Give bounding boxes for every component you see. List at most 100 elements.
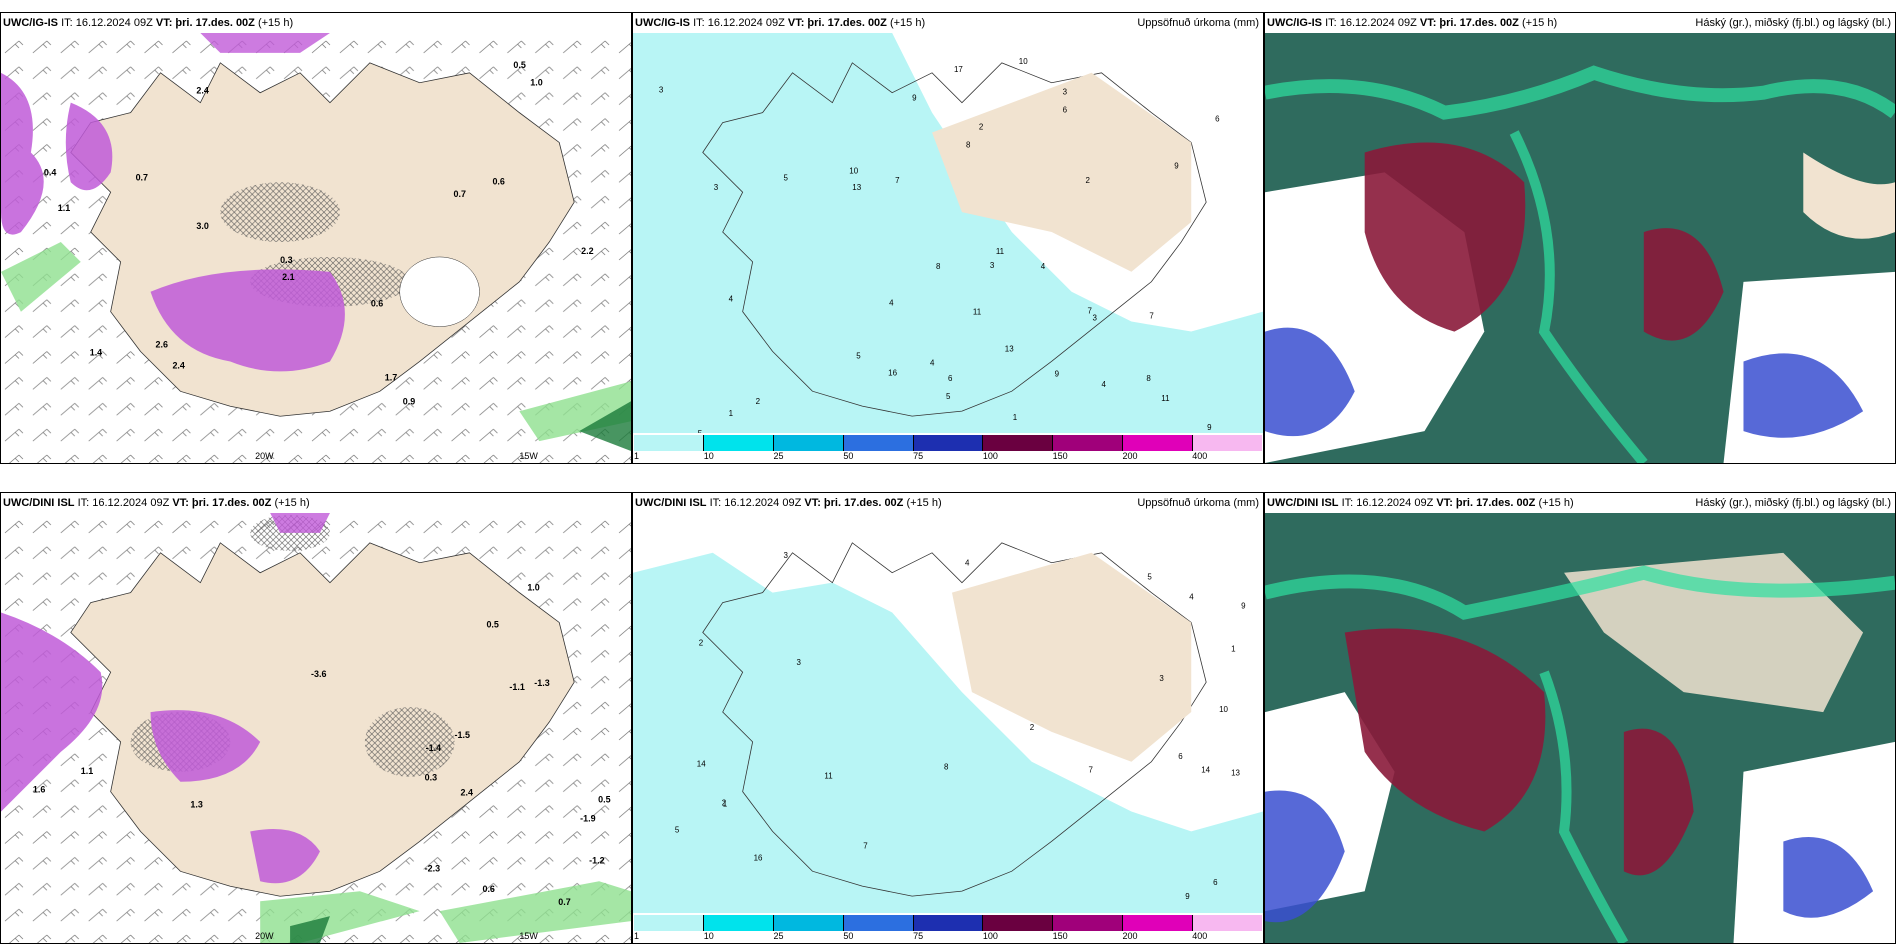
map-value-label: 4 [1189,593,1194,602]
wind-temp-panel-row1: UWC/IG-IS IT: 16.12.2024 09Z VT: þri. 17… [0,12,632,464]
precip-shade [250,829,320,884]
precip-shade [1,612,103,812]
map-value-label: 7 [895,176,900,185]
legend-labels: 1 10 25 50 75 100 150 200 400 [634,451,1262,463]
valid-time: VT: þri. 17.des. 00Z [155,17,255,29]
panel-header: UWC/IG-IS IT: 16.12.2024 09Z VT: þri. 17… [1265,13,1895,33]
map-value-label: 9 [1174,161,1179,170]
map-value-label: 6 [1063,106,1068,115]
map-value-label: 1.1 [81,766,93,776]
map-value-label: -3.6 [311,669,326,679]
cloud-map [1265,33,1895,463]
legend-label: 25 [773,931,784,941]
legend-label: 150 [1052,931,1068,941]
cloud-panel-row2: UWC/DINI ISL IT: 16.12.2024 09Z VT: þri.… [1264,492,1896,944]
map-value-label: 5 [698,429,703,433]
valid-time: VT: þri. 17.des. 00Z [804,497,904,509]
precip-map-svg: 1711119108345913161791074863254367891311… [633,33,1263,433]
model-name: UWC/IG-IS [635,17,690,29]
map-value-label: 7 [1089,766,1094,775]
legend-swatch [1122,915,1193,931]
glacier [399,256,480,327]
panel-header: UWC/IG-IS IT: 16.12.2024 09Z VT: þri. 17… [633,13,1263,33]
legend-label: 25 [773,451,784,461]
legend-swatch [982,435,1053,451]
map-value-label: -1.3 [534,678,549,688]
map-value-label: 14 [1201,766,1210,775]
iceland-land [70,542,575,897]
init-time: IT: 16.12.2024 09Z [77,497,170,509]
legend-label: 50 [843,931,854,941]
map-value-label: 3 [714,183,719,192]
model-name: UWC/IG-IS [3,17,58,29]
legend-swatch [702,435,773,451]
map-value-label: 16 [754,853,763,862]
map-value-label: 11 [996,247,1005,256]
legend-swatch [772,435,843,451]
legend-swatch [1192,915,1263,931]
low-cloud [1783,837,1874,918]
map-value-label: 1.1 [58,203,70,213]
map-value-label: 4 [889,299,894,308]
lead-time: (+15 h) [274,497,310,509]
map-value-label: 5 [675,825,680,834]
legend-swatch [772,915,843,931]
map-value-label: 3 [990,261,995,270]
map-value-label: -2.3 [425,863,440,873]
map-value-label: 5 [946,392,951,401]
init-time: IT: 16.12.2024 09Z [709,497,802,509]
map-value-label: 10 [849,166,858,175]
map-value-label: 0.9 [403,396,415,406]
mid-cloud [1509,130,1648,463]
precip-map: 3 1 2 7 14 10 9 11 16 3 4 5 2 1 6 8 13 14 2 3 4 5 6 7 9 [633,513,1263,913]
mid-cloud [1539,670,1629,943]
green-shade [290,916,330,943]
precip-labels: 1711119108345913161791074863254367891311… [659,57,1220,433]
map-value-label: 0.7 [454,189,466,199]
snow-hatch [364,707,455,777]
map-value-label: -1.5 [455,730,470,740]
map-value-label: 3 [1159,674,1164,683]
map-value-label: 10 [1019,57,1028,66]
precip-map: 1 7 11 11 9 10 8 3 4 5 9 13 16 17 9 10 7 4 8 6 3 2 5 4 3 6 7 8 9 13 11… [633,33,1263,433]
map-value-label: 3 [1063,88,1068,97]
precip-shade [150,710,261,782]
legend-swatch [634,435,703,451]
wind-map-svg: 0.3 0.5 -1.1 -1.9 -2.3 0.5 -1.3 -3.6 -1.2 0.6 -1.5… [1,513,631,943]
precip-legend [634,915,1263,931]
valid-time: VT: þri. 17.des. 00Z [1436,497,1536,509]
map-value-label: -1.1 [509,682,524,692]
map-value-label: 0.5 [486,619,498,629]
wind-map-svg: 0.9 2.4 2.6 0.7 0.6 1.7 2.2 3.0 2.1 2.4 1.4 0.4 0.3 0… [1,33,631,463]
map-value-label: 9 [1207,423,1212,432]
map-value-label: 13 [1005,344,1014,353]
map-value-label: 2.4 [172,360,184,370]
panel-header: UWC/DINI ISL IT: 16.12.2024 09Z VT: þri.… [1265,493,1895,513]
wind-labels: 0.3 0.5 -1.1 -1.9 -2.3 0.5 -1.3 -3.6 -1.2 0.6 -1.5… [33,583,611,908]
map-value-label: 13 [1231,769,1240,778]
lead-time: (+15 h) [1538,497,1574,509]
legend-label: 1 [634,451,640,461]
map-value-label: 2 [1086,176,1091,185]
legend-swatch [912,915,983,931]
lead-time: (+15 h) [257,17,294,29]
panel-header: UWC/DINI ISL IT: 16.12.2024 09Z VT: þri.… [633,493,1263,513]
model-name: UWC/IG-IS [1267,17,1322,29]
map-value-label: 8 [1146,374,1151,383]
map-value-label: 4 [1041,262,1046,271]
cloud-title: Háský (gr.), miðský (fj.bl.) og lágský (… [1695,17,1891,29]
snow-hatch [220,182,340,243]
precip-title: Uppsöfnuð úrkoma (mm) [1137,17,1259,29]
precip-area [633,33,1263,433]
legend-swatch [1052,915,1123,931]
cloud-map-svg [1265,513,1895,943]
map-value-label: 7 [1149,312,1154,321]
map-value-label: 7 [863,841,868,850]
map-value-label: 8 [966,140,971,149]
legend-label: 200 [1122,931,1138,941]
legend-label: 50 [843,451,854,461]
legend-labels: 1 10 25 50 75 100 150 200 400 [634,931,1262,943]
init-time: IT: 16.12.2024 09Z [1325,17,1417,29]
map-value-label: 6 [948,374,953,383]
map-value-label: 0.6 [492,176,504,186]
